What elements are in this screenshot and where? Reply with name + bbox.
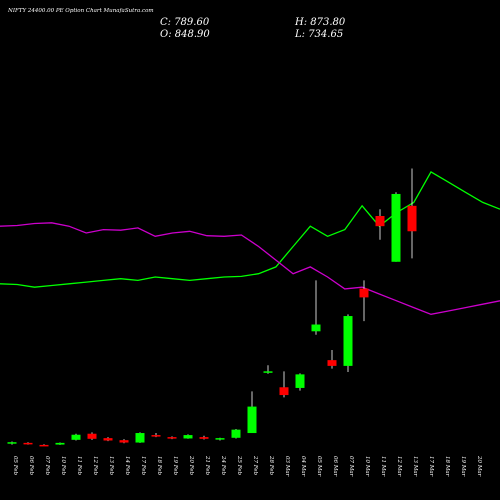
x-tick-label: 19 Feb bbox=[172, 456, 178, 476]
indicator-lines bbox=[0, 171, 500, 315]
candle-body-up bbox=[71, 434, 81, 440]
candle-body-up bbox=[231, 429, 241, 438]
candle-body-down bbox=[119, 440, 129, 443]
candle-body-up bbox=[55, 442, 65, 445]
candle-body-up bbox=[391, 193, 401, 262]
candle bbox=[167, 436, 177, 440]
candle-body-down bbox=[327, 360, 337, 366]
candle-body-up bbox=[247, 406, 257, 434]
candle bbox=[263, 365, 273, 374]
candle-body-down bbox=[407, 205, 417, 232]
candle-body-up bbox=[183, 435, 193, 439]
x-tick-label: 17 Mar bbox=[428, 456, 434, 477]
candle-body-down bbox=[23, 442, 33, 445]
candle bbox=[359, 280, 369, 322]
candle-body-up bbox=[7, 442, 17, 444]
candle bbox=[391, 192, 401, 262]
candle-body-down bbox=[167, 437, 177, 439]
x-tick-label: 05 Feb bbox=[12, 456, 18, 476]
x-axis-ticks: 05 Feb 06 Feb 07 Feb 10 Feb 11 Feb 12 Feb 13 F… bbox=[12, 455, 482, 477]
x-tick-label: 17 Feb bbox=[140, 456, 146, 476]
candle bbox=[103, 437, 113, 442]
x-tick-label: 18 Feb bbox=[156, 456, 162, 476]
x-tick-label: 11 Feb bbox=[76, 456, 82, 476]
x-tick-label: 07 Feb bbox=[44, 456, 50, 476]
x-tick-label: 21 Feb bbox=[204, 455, 210, 476]
x-tick-label: 25 Feb bbox=[236, 455, 242, 476]
x-tick-label: 12 Mar bbox=[396, 456, 402, 477]
x-tick-label: 20 Feb bbox=[188, 455, 194, 476]
x-tick-label: 06 Mar bbox=[332, 456, 338, 477]
candlesticks bbox=[7, 168, 417, 447]
candle-body-up bbox=[295, 374, 305, 388]
green-line bbox=[0, 171, 500, 288]
x-tick-label: 06 Feb bbox=[28, 456, 34, 476]
candle bbox=[247, 391, 257, 434]
x-tick-label: 13 Feb bbox=[108, 456, 114, 476]
x-tick-label: 27 Feb bbox=[252, 455, 258, 476]
candle bbox=[71, 433, 81, 441]
candle bbox=[39, 444, 49, 447]
low-value: L: 734.65 bbox=[294, 29, 343, 40]
x-tick-label: 28 Feb bbox=[268, 455, 274, 476]
candle-body-up bbox=[343, 316, 353, 366]
magenta-line bbox=[0, 222, 500, 315]
candle bbox=[7, 441, 17, 445]
candle-body-down bbox=[279, 387, 289, 396]
candle bbox=[215, 437, 225, 441]
chart-title: NIFTY 24400.00 PE Option Chart MunafaSut… bbox=[7, 8, 154, 14]
candle bbox=[231, 428, 241, 439]
candle bbox=[311, 280, 321, 335]
candle bbox=[119, 439, 129, 444]
candle-body-down bbox=[359, 288, 369, 298]
candle bbox=[23, 442, 33, 445]
candle-body-up bbox=[215, 438, 225, 440]
candle bbox=[183, 434, 193, 439]
candle-body-down bbox=[39, 444, 49, 447]
candle bbox=[151, 433, 161, 438]
candle-body-down bbox=[87, 433, 97, 439]
candle bbox=[55, 442, 65, 445]
candle-body-down bbox=[199, 437, 209, 439]
x-tick-label: 04 Mar bbox=[300, 456, 306, 477]
candle bbox=[375, 209, 385, 240]
candle bbox=[327, 349, 337, 369]
x-tick-label: 03 Mar bbox=[284, 456, 290, 477]
candle-body-down bbox=[103, 438, 113, 441]
high-value: H: 873.80 bbox=[294, 17, 346, 28]
open-value: O: 848.90 bbox=[160, 29, 210, 40]
x-tick-label: 20 Mar bbox=[476, 455, 482, 477]
x-tick-label: 19 Mar bbox=[460, 456, 466, 477]
x-tick-label: 12 Feb bbox=[92, 456, 98, 476]
x-tick-label: 14 Feb bbox=[124, 456, 130, 476]
x-tick-label: 24 Feb bbox=[220, 455, 226, 476]
x-tick-label: 05 Mar bbox=[316, 456, 322, 477]
candle-body-up bbox=[135, 433, 145, 443]
x-tick-label: 10 Feb bbox=[60, 456, 66, 476]
candle-body-up bbox=[311, 324, 321, 332]
candle-body-down bbox=[375, 216, 385, 227]
candle bbox=[199, 435, 209, 440]
candle bbox=[135, 432, 145, 443]
candle-body-down bbox=[151, 435, 161, 437]
x-tick-label: 07 Mar bbox=[348, 456, 354, 477]
candle-body-up bbox=[263, 371, 273, 373]
x-tick-label: 11 Mar bbox=[380, 456, 386, 477]
x-tick-label: 13 Mar bbox=[412, 456, 418, 477]
candle bbox=[407, 168, 417, 259]
x-tick-label: 10 Mar bbox=[364, 456, 370, 477]
candle bbox=[87, 432, 97, 440]
candle bbox=[343, 314, 353, 372]
candle bbox=[279, 371, 289, 398]
close-value: C: 789.60 bbox=[160, 17, 210, 28]
x-tick-label: 18 Mar bbox=[444, 456, 450, 477]
candle bbox=[295, 373, 305, 391]
